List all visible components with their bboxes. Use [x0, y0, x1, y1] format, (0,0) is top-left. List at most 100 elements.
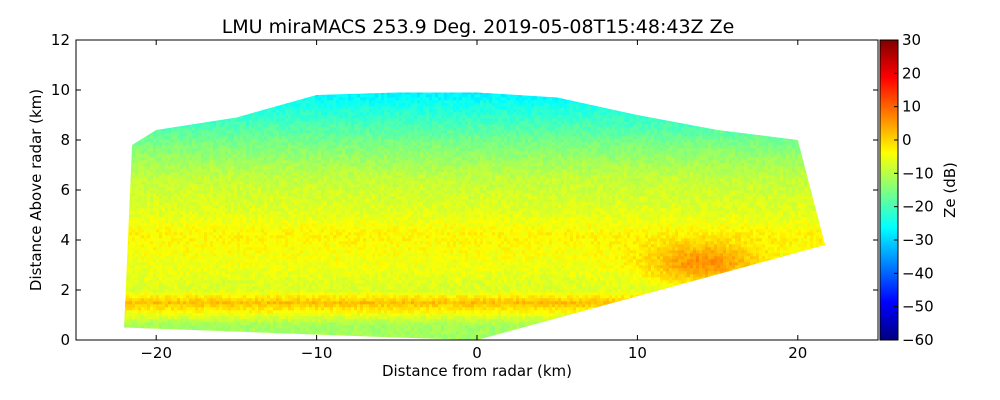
- ze-cell: [273, 322, 276, 326]
- ze-cell: [147, 178, 150, 182]
- ze-cell: [150, 223, 153, 227]
- ze-cell: [198, 313, 201, 317]
- ze-cell: [273, 271, 276, 275]
- ze-cell: [153, 325, 156, 329]
- ze-cell: [234, 325, 237, 329]
- ze-cell: [261, 154, 264, 158]
- ze-cell: [285, 313, 288, 317]
- ze-cell: [180, 298, 183, 302]
- ze-cell: [144, 187, 147, 191]
- ze-cell: [282, 232, 285, 236]
- ze-cell: [171, 235, 174, 239]
- ze-cell: [192, 271, 195, 275]
- ze-cell: [168, 274, 171, 278]
- ze-cell: [249, 247, 252, 251]
- ze-cell: [261, 208, 264, 212]
- ze-cell: [189, 244, 192, 248]
- ze-cell: [273, 229, 276, 233]
- ze-cell: [138, 115, 141, 119]
- ze-cell: [171, 166, 174, 170]
- ze-cell: [198, 301, 201, 305]
- ze-cell: [183, 244, 186, 248]
- ze-cell: [237, 115, 240, 119]
- ze-cell: [249, 295, 252, 299]
- ze-cell: [132, 94, 135, 98]
- ze-cell: [165, 289, 168, 293]
- ze-cell: [180, 190, 183, 194]
- ze-cell: [186, 121, 189, 125]
- ze-cell: [204, 133, 207, 137]
- ze-cell: [153, 250, 156, 254]
- ze-cell: [124, 280, 126, 284]
- ze-cell: [141, 127, 144, 131]
- ze-cell: [147, 331, 150, 335]
- ze-cell: [180, 94, 183, 98]
- ze-cell: [207, 280, 210, 284]
- ze-cell: [171, 175, 174, 179]
- ze-cell: [147, 103, 150, 107]
- ze-cell: [120, 106, 123, 109]
- ze-cell: [120, 274, 123, 277]
- ze-cell: [120, 172, 123, 175]
- ze-cell: [204, 319, 207, 323]
- ze-cell: [285, 202, 288, 206]
- ze-cell: [192, 220, 195, 224]
- ze-cell: [258, 286, 261, 290]
- ze-cell: [174, 265, 177, 269]
- ze-cell: [207, 160, 210, 164]
- ze-cell: [177, 214, 180, 218]
- ze-cell: [144, 163, 147, 167]
- ze-cell: [237, 145, 240, 149]
- ze-cell: [171, 256, 174, 260]
- ze-cell: [210, 211, 213, 215]
- ze-cell: [255, 301, 258, 305]
- ze-cell: [276, 106, 279, 110]
- ze-cell: [165, 151, 168, 155]
- ze-cell: [273, 193, 276, 197]
- ze-cell: [273, 196, 276, 200]
- ze-cell: [132, 238, 135, 242]
- ze-cell: [222, 289, 225, 293]
- ze-cell: [285, 187, 288, 191]
- ze-cell: [126, 274, 129, 278]
- ze-cell: [267, 112, 270, 116]
- ze-cell: [213, 163, 216, 167]
- ze-cell: [129, 85, 132, 88]
- ze-cell: [171, 283, 174, 287]
- ze-cell: [246, 325, 249, 329]
- ze-cell: [195, 169, 198, 173]
- ze-cell: [132, 295, 135, 299]
- ze-cell: [222, 169, 225, 173]
- ze-cell: [243, 136, 246, 140]
- ze-cell: [285, 136, 288, 140]
- ze-cell: [162, 283, 165, 287]
- ze-cell: [189, 331, 192, 335]
- ze-cell: [183, 229, 186, 233]
- ze-cell: [135, 253, 138, 257]
- ze-cell: [273, 148, 276, 152]
- ze-cell: [195, 163, 198, 167]
- ze-cell: [192, 112, 195, 116]
- ze-cell: [165, 124, 168, 128]
- ze-cell: [156, 148, 159, 152]
- ze-cell: [210, 232, 213, 236]
- ze-cell: [216, 106, 219, 110]
- ze-cell: [141, 94, 144, 98]
- ze-cell: [147, 250, 150, 254]
- ze-cell: [183, 331, 186, 335]
- ze-cell: [240, 244, 243, 248]
- ze-cell: [216, 289, 219, 293]
- ze-cell: [285, 256, 288, 260]
- ze-cell: [267, 187, 270, 191]
- ze-cell: [165, 211, 168, 215]
- ze-cell: [261, 85, 264, 88]
- ze-cell: [195, 271, 198, 275]
- ze-cell: [246, 145, 249, 149]
- ze-cell: [120, 265, 123, 268]
- ze-cell: [186, 85, 189, 88]
- ze-cell: [288, 268, 291, 272]
- ze-cell: [270, 208, 273, 212]
- ze-cell: [255, 112, 258, 116]
- ze-cell: [183, 238, 186, 242]
- ze-cell: [237, 169, 240, 173]
